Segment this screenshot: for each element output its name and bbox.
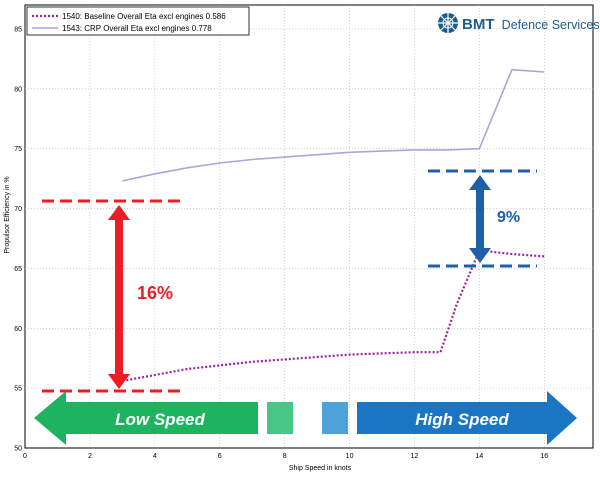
y-axis-label: Propulsor Efficiency in %: [4, 176, 11, 253]
annotations: 16% 9% Low Speed High Speed: [34, 169, 577, 445]
x-tick-label: 2: [88, 453, 92, 460]
series-crp-line: [122, 68, 545, 182]
bmt-logo: BMT Defence Services: [438, 13, 600, 33]
high-gap-arrow: [469, 175, 491, 263]
series: [122, 68, 545, 383]
svg-text:BMT Defence Services: BMT Defence Services: [462, 16, 600, 33]
low-speed-arrow: [34, 391, 258, 445]
high-gap-label: 9%: [497, 209, 520, 226]
low-gap-arrow: [108, 205, 130, 389]
y-tick-label: 70: [14, 206, 22, 213]
low-gap-label: 16%: [137, 283, 173, 303]
speed-band-block-green: [267, 402, 293, 434]
plot-area: [24, 4, 594, 449]
x-tick-label: 4: [153, 453, 157, 460]
brand-suffix: Defence Services: [502, 18, 600, 32]
legend: 1540: Baseline Overall Eta excl engines …: [26, 6, 250, 36]
high-speed-arrow: [357, 391, 577, 445]
x-tick-label: 16: [540, 453, 548, 460]
legend-entry-crp: 1543: CRP Overall Eta excl engines 0.778: [62, 24, 212, 33]
axis-ticks: 0 2 4 6 8 10 12 14 16 50 55 60 65 70 75 80 85: [14, 26, 548, 460]
brand-name: BMT: [462, 16, 495, 33]
series-baseline-line: [122, 249, 545, 383]
x-axis-label: Ship Speed in knots: [289, 465, 352, 472]
x-tick-label: 12: [411, 453, 419, 460]
y-tick-label: 80: [14, 86, 22, 93]
x-tick-label: 14: [476, 453, 484, 460]
y-tick-label: 50: [14, 446, 22, 453]
y-tick-label: 75: [14, 146, 22, 153]
high-speed-label: High Speed: [415, 410, 509, 429]
x-tick-label: 6: [218, 453, 222, 460]
y-tick-label: 60: [14, 326, 22, 333]
x-tick-label: 8: [283, 453, 287, 460]
y-tick-label: 65: [14, 266, 22, 273]
x-tick-label: 0: [23, 453, 27, 460]
legend-entry-baseline: 1540: Baseline Overall Eta excl engines …: [62, 12, 226, 21]
x-tick-label: 10: [346, 453, 354, 460]
y-tick-label: 55: [14, 386, 22, 393]
low-speed-label: Low Speed: [115, 410, 205, 429]
y-tick-label: 85: [14, 26, 22, 33]
globe-icon: [438, 13, 458, 33]
speed-band-block-blue: [322, 402, 348, 434]
